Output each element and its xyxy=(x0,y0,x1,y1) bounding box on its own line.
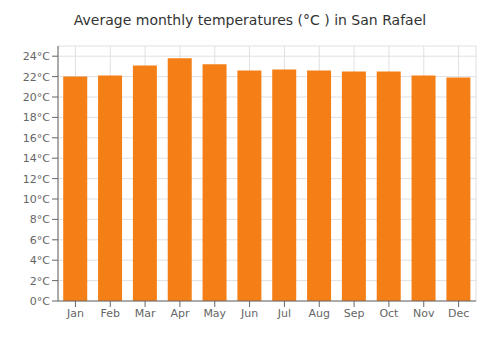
svg-text:Jul: Jul xyxy=(277,307,291,320)
svg-text:24°C: 24°C xyxy=(23,50,50,63)
svg-text:16°C: 16°C xyxy=(23,132,50,145)
svg-text:12°C: 12°C xyxy=(23,173,50,186)
svg-text:Oct: Oct xyxy=(379,307,399,320)
svg-text:Mar: Mar xyxy=(135,307,156,320)
svg-text:4°C: 4°C xyxy=(30,254,50,267)
svg-text:Jan: Jan xyxy=(66,307,84,320)
html-text:Average monthly temperatures (: Average monthly temperatures (°C ) in Sa… xyxy=(73,12,427,28)
svg-text:Jun: Jun xyxy=(240,307,258,320)
svg-text:14°C: 14°C xyxy=(23,152,50,165)
svg-text:Apr: Apr xyxy=(170,307,190,320)
svg-text:Feb: Feb xyxy=(101,307,120,320)
svg-text:22°C: 22°C xyxy=(23,71,50,84)
svg-text:2°C: 2°C xyxy=(30,275,50,288)
svg-text:20°C: 20°C xyxy=(23,91,50,104)
svg-text:Aug: Aug xyxy=(309,307,330,320)
svg-text:18°C: 18°C xyxy=(23,111,50,124)
svg-text:Nov: Nov xyxy=(413,307,435,320)
svg-text:Dec: Dec xyxy=(448,307,469,320)
svg-text:8°C: 8°C xyxy=(30,213,50,226)
svg-text:Sep: Sep xyxy=(344,307,365,320)
svg-text:10°C: 10°C xyxy=(23,193,50,206)
svg-text:0°C: 0°C xyxy=(30,295,50,308)
svg-text:6°C: 6°C xyxy=(30,234,50,247)
svg-text:May: May xyxy=(203,307,226,320)
